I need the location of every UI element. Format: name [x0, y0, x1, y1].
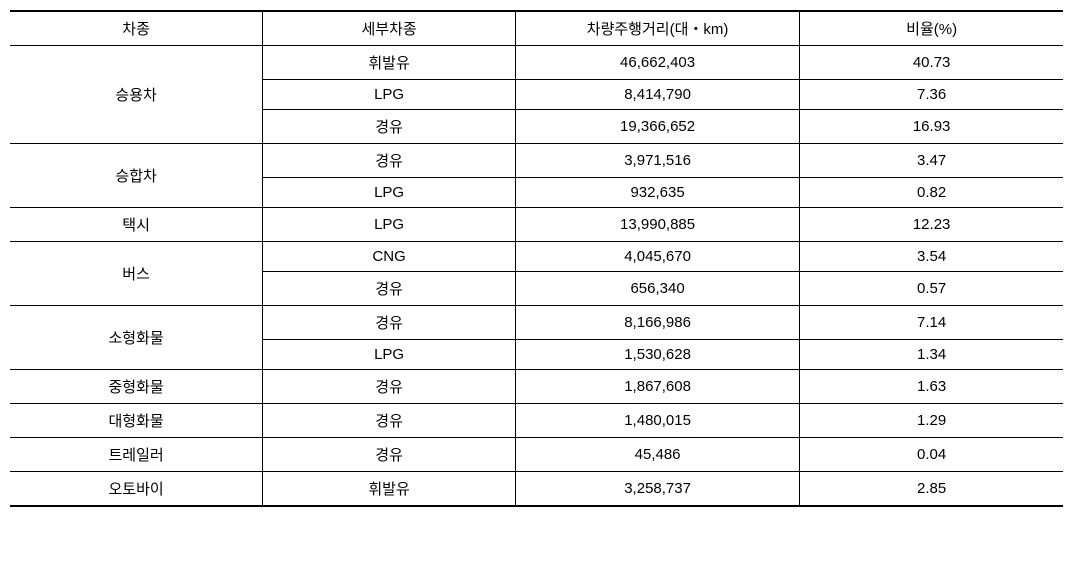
table-row: 트레일러경유45,4860.04 — [10, 438, 1063, 472]
table-row: 승용차휘발유46,662,40340.73 — [10, 46, 1063, 80]
cell-subcategory: CNG — [263, 242, 516, 272]
cell-ratio: 0.57 — [800, 272, 1063, 306]
cell-distance: 19,366,652 — [515, 110, 799, 144]
cell-distance: 8,166,986 — [515, 306, 799, 340]
cell-category: 트레일러 — [10, 438, 263, 472]
cell-distance: 13,990,885 — [515, 208, 799, 242]
cell-ratio: 12.23 — [800, 208, 1063, 242]
table-row: 승합차경유3,971,5163.47 — [10, 144, 1063, 178]
header-distance: 차량주행거리(대・km) — [515, 11, 799, 46]
cell-ratio: 1.63 — [800, 370, 1063, 404]
cell-distance: 3,971,516 — [515, 144, 799, 178]
cell-subcategory: 휘발유 — [263, 472, 516, 507]
cell-category: 중형화물 — [10, 370, 263, 404]
vehicle-mileage-table: 차종 세부차종 차량주행거리(대・km) 비율(%) 승용차휘발유46,662,… — [10, 10, 1063, 507]
header-ratio: 비율(%) — [800, 11, 1063, 46]
table-row: 버스CNG4,045,6703.54 — [10, 242, 1063, 272]
cell-distance: 3,258,737 — [515, 472, 799, 507]
cell-distance: 656,340 — [515, 272, 799, 306]
header-subcategory: 세부차종 — [263, 11, 516, 46]
cell-ratio: 1.34 — [800, 340, 1063, 370]
cell-ratio: 3.47 — [800, 144, 1063, 178]
cell-distance: 1,480,015 — [515, 404, 799, 438]
cell-category: 승용차 — [10, 46, 263, 144]
cell-ratio: 0.82 — [800, 178, 1063, 208]
cell-subcategory: LPG — [263, 208, 516, 242]
cell-subcategory: 경유 — [263, 110, 516, 144]
cell-ratio: 40.73 — [800, 46, 1063, 80]
cell-distance: 1,530,628 — [515, 340, 799, 370]
cell-subcategory: 경유 — [263, 144, 516, 178]
cell-ratio: 7.36 — [800, 80, 1063, 110]
table-body: 승용차휘발유46,662,40340.73LPG8,414,7907.36경유1… — [10, 46, 1063, 507]
cell-category: 오토바이 — [10, 472, 263, 507]
cell-distance: 8,414,790 — [515, 80, 799, 110]
cell-ratio: 3.54 — [800, 242, 1063, 272]
table-row: 대형화물경유1,480,0151.29 — [10, 404, 1063, 438]
cell-subcategory: 경유 — [263, 404, 516, 438]
cell-subcategory: LPG — [263, 178, 516, 208]
cell-subcategory: 경유 — [263, 438, 516, 472]
cell-ratio: 7.14 — [800, 306, 1063, 340]
cell-distance: 1,867,608 — [515, 370, 799, 404]
cell-subcategory: LPG — [263, 80, 516, 110]
cell-ratio: 2.85 — [800, 472, 1063, 507]
cell-subcategory: 경유 — [263, 272, 516, 306]
cell-distance: 45,486 — [515, 438, 799, 472]
table-header-row: 차종 세부차종 차량주행거리(대・km) 비율(%) — [10, 11, 1063, 46]
cell-ratio: 0.04 — [800, 438, 1063, 472]
table-row: 중형화물경유1,867,6081.63 — [10, 370, 1063, 404]
table-row: 택시LPG13,990,88512.23 — [10, 208, 1063, 242]
cell-category: 소형화물 — [10, 306, 263, 370]
cell-subcategory: 경유 — [263, 370, 516, 404]
cell-distance: 932,635 — [515, 178, 799, 208]
cell-subcategory: 경유 — [263, 306, 516, 340]
cell-ratio: 1.29 — [800, 404, 1063, 438]
cell-distance: 4,045,670 — [515, 242, 799, 272]
cell-ratio: 16.93 — [800, 110, 1063, 144]
cell-subcategory: 휘발유 — [263, 46, 516, 80]
cell-category: 버스 — [10, 242, 263, 306]
cell-category: 대형화물 — [10, 404, 263, 438]
cell-distance: 46,662,403 — [515, 46, 799, 80]
cell-category: 승합차 — [10, 144, 263, 208]
cell-category: 택시 — [10, 208, 263, 242]
cell-subcategory: LPG — [263, 340, 516, 370]
table-row: 오토바이휘발유3,258,7372.85 — [10, 472, 1063, 507]
header-category: 차종 — [10, 11, 263, 46]
table-row: 소형화물경유8,166,9867.14 — [10, 306, 1063, 340]
